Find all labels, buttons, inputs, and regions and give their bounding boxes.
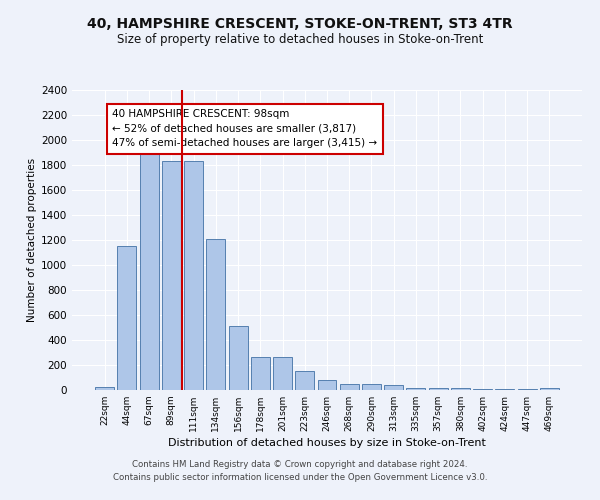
Bar: [229, 326, 248, 390]
Y-axis label: Number of detached properties: Number of detached properties: [27, 158, 37, 322]
Bar: [429, 388, 448, 390]
Bar: [317, 380, 337, 390]
Text: Size of property relative to detached houses in Stoke-on-Trent: Size of property relative to detached ho…: [117, 32, 483, 46]
Bar: [206, 239, 225, 390]
Bar: [95, 386, 114, 390]
Bar: [384, 385, 403, 390]
Bar: [362, 384, 381, 390]
Bar: [162, 161, 181, 390]
Bar: [540, 388, 559, 390]
Bar: [118, 246, 136, 390]
Bar: [451, 388, 470, 390]
Text: 40, HAMPSHIRE CRESCENT, STOKE-ON-TRENT, ST3 4TR: 40, HAMPSHIRE CRESCENT, STOKE-ON-TRENT, …: [87, 18, 513, 32]
Text: Contains HM Land Registry data © Crown copyright and database right 2024.
Contai: Contains HM Land Registry data © Crown c…: [113, 460, 487, 482]
Bar: [406, 388, 425, 390]
Bar: [340, 384, 359, 390]
Text: 40 HAMPSHIRE CRESCENT: 98sqm
← 52% of detached houses are smaller (3,817)
47% of: 40 HAMPSHIRE CRESCENT: 98sqm ← 52% of de…: [112, 109, 377, 148]
Bar: [184, 161, 203, 390]
Bar: [496, 389, 514, 390]
Bar: [473, 388, 492, 390]
X-axis label: Distribution of detached houses by size in Stoke-on-Trent: Distribution of detached houses by size …: [168, 438, 486, 448]
Bar: [273, 357, 292, 390]
Bar: [295, 370, 314, 390]
Bar: [140, 146, 158, 390]
Bar: [251, 357, 270, 390]
